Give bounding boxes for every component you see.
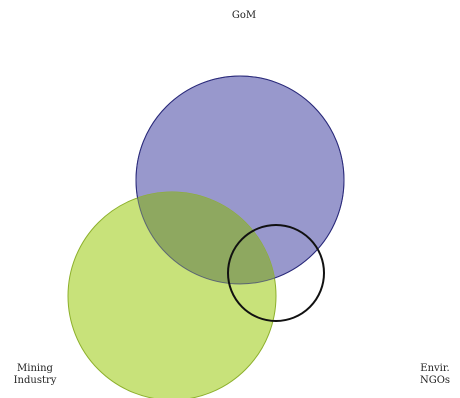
envir-label-line1: Envir. [420, 363, 450, 374]
mining-label-line1: Mining [17, 363, 53, 374]
mining-industry-label: Mining Industry [2, 363, 68, 387]
envir-ngos-circle [227, 224, 325, 322]
mining-label-line2: Industry [13, 375, 57, 386]
gom-label: GoM [224, 10, 264, 22]
gom-label-text: GoM [231, 10, 257, 21]
envir-label-line2: NGOs [419, 375, 451, 386]
gom-mining-overlap [136, 192, 276, 284]
envir-ngos-label: Envir. NGOs [412, 363, 458, 387]
gom-circle-outline [135, 75, 345, 285]
